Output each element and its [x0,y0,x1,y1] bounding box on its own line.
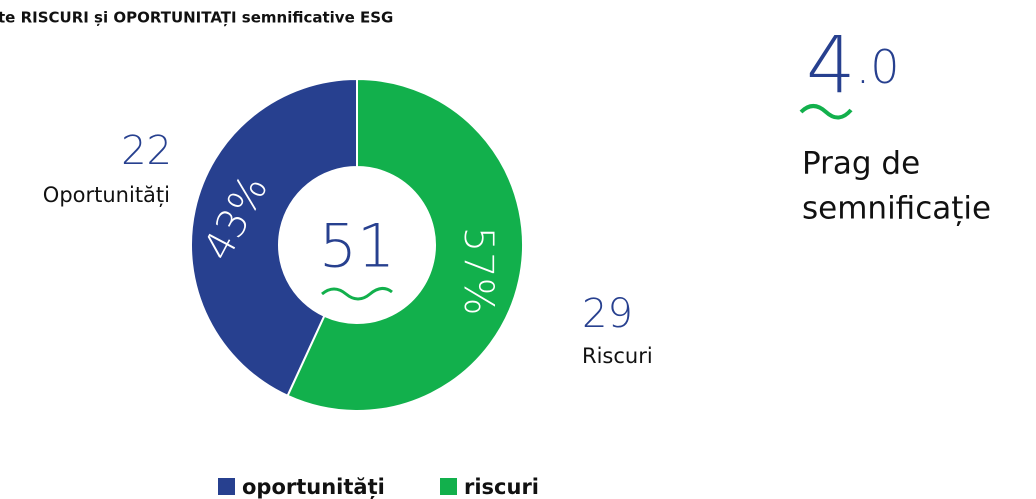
percent-label: 57% [455,227,501,316]
donut-slice [286,77,524,412]
tilde [321,287,393,301]
legend-label: riscuri [464,475,539,499]
legend-swatch [218,478,235,495]
threshold-value: 4.0 [806,21,900,111]
threshold-decimal: .0 [856,40,900,94]
slice-value: 22 [121,128,172,174]
slice-label: Riscuri [582,344,653,368]
slice-label: Oportunități [43,183,170,207]
threshold-caption: Prag de [802,146,920,182]
slice-value: 29 [582,291,633,337]
total-label: 51 [319,212,395,282]
tilde [799,104,853,120]
threshold-main: 4 [806,21,856,111]
chart-title: te RISCURI și OPORTUNITAȚI semnificative… [0,9,393,27]
donut-slice [190,77,358,398]
legend-swatch [440,478,457,495]
legend-label: oportunități [242,475,385,499]
threshold-caption: semnificație [802,191,991,227]
